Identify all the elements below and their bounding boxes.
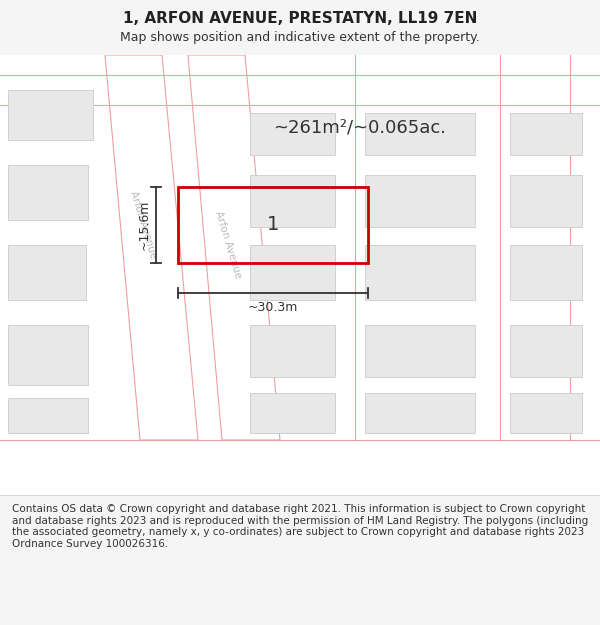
Text: Contains OS data © Crown copyright and database right 2021. This information is : Contains OS data © Crown copyright and d… xyxy=(12,504,588,549)
Bar xyxy=(178,187,368,263)
Text: Arfon Avenue: Arfon Avenue xyxy=(128,190,158,260)
Bar xyxy=(365,245,475,300)
Bar xyxy=(8,165,88,220)
Text: Map shows position and indicative extent of the property.: Map shows position and indicative extent… xyxy=(120,31,480,44)
Text: ~261m²/~0.065ac.: ~261m²/~0.065ac. xyxy=(274,119,446,137)
Bar xyxy=(365,113,475,155)
Bar xyxy=(250,245,335,300)
Polygon shape xyxy=(105,55,198,440)
Bar xyxy=(8,90,93,140)
Text: ~15.6m: ~15.6m xyxy=(138,200,151,250)
Bar xyxy=(250,325,335,377)
Text: ~30.3m: ~30.3m xyxy=(248,301,298,314)
Bar xyxy=(250,113,335,155)
Bar xyxy=(365,325,475,377)
Bar xyxy=(510,113,582,155)
Bar xyxy=(510,175,582,227)
Bar xyxy=(365,393,475,433)
Text: 1, ARFON AVENUE, PRESTATYN, LL19 7EN: 1, ARFON AVENUE, PRESTATYN, LL19 7EN xyxy=(123,11,477,26)
Bar xyxy=(510,245,582,300)
Bar xyxy=(365,175,475,227)
Bar xyxy=(8,398,88,433)
Text: 1: 1 xyxy=(267,216,279,234)
Polygon shape xyxy=(188,55,280,440)
Bar xyxy=(250,175,335,227)
Bar xyxy=(510,325,582,377)
Text: Arfon Avenue: Arfon Avenue xyxy=(213,210,243,280)
Bar xyxy=(250,393,335,433)
Bar xyxy=(8,245,86,300)
Bar xyxy=(510,393,582,433)
Bar xyxy=(8,325,88,385)
